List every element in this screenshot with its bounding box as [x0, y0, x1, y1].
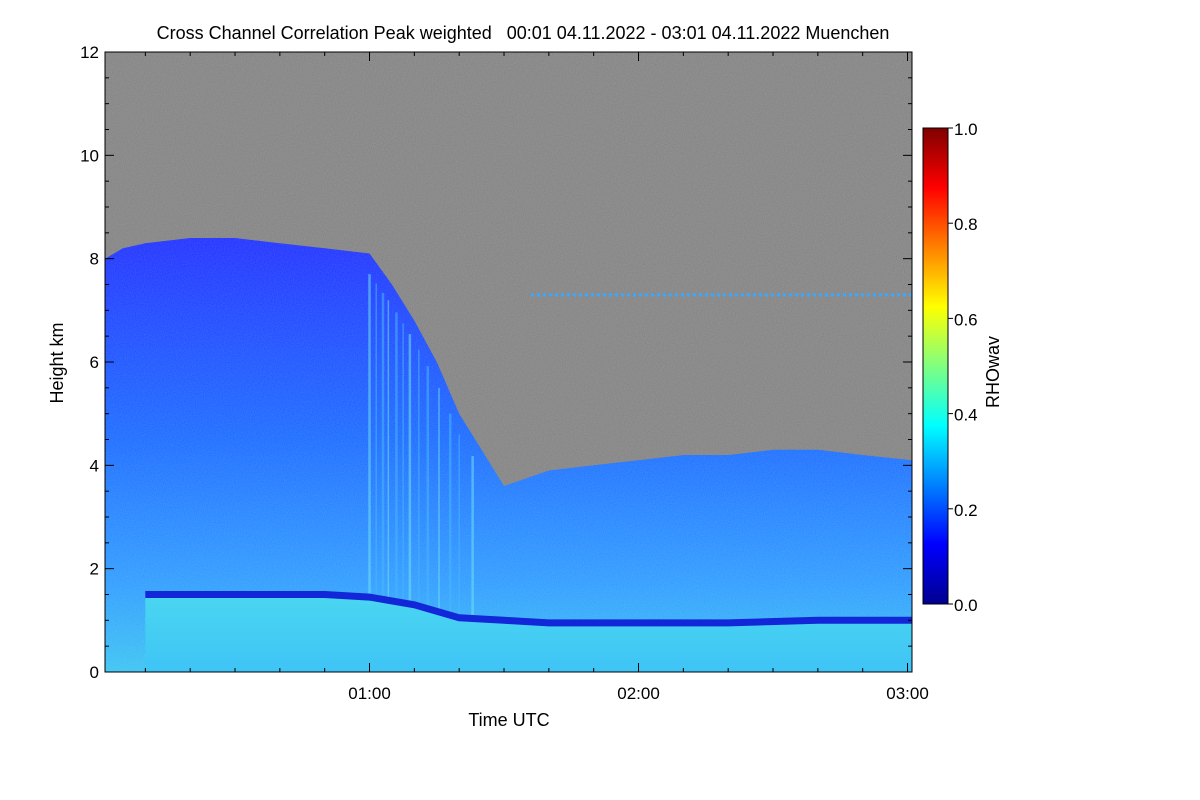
x-tick-label: 01:00 [348, 684, 391, 703]
boundary-layer-top [145, 591, 912, 627]
plot-area [105, 52, 912, 672]
colorbar-tick-label: 0.0 [954, 596, 978, 615]
y-tick-label: 8 [90, 250, 99, 269]
colorbar-tick-label: 1.0 [954, 120, 978, 139]
colorbar-gradient [922, 127, 949, 605]
y-tick-label: 12 [80, 43, 99, 62]
y-tick-label: 10 [80, 146, 99, 165]
colorbar-ticks: 0.0 0.2 0.4 0.6 0.8 1.0 [948, 120, 978, 615]
x-tick-label: 02:00 [617, 684, 660, 703]
x-axis: 01:00 02:00 03:00 [144, 52, 929, 703]
signal-texture [105, 52, 912, 672]
colorbar-tick-label: 0.8 [954, 215, 978, 234]
y-tick-label: 4 [90, 456, 99, 475]
chart-title: Cross Channel Correlation Peak weighted … [157, 23, 890, 43]
x-tick-label: 03:00 [886, 684, 929, 703]
y-tick-label: 6 [90, 353, 99, 372]
colorbar: 0.0 0.2 0.4 0.6 0.8 1.0 RHOwav [922, 120, 1003, 615]
colorbar-tick-label: 0.6 [954, 310, 978, 329]
boundary-layer-region [145, 594, 912, 672]
colorbar-tick-label: 0.4 [954, 406, 978, 425]
y-axis-label: Height km [47, 322, 67, 403]
colorbar-tick-label: 0.2 [954, 501, 978, 520]
colorbar-label: RHOwav [983, 336, 1003, 408]
x-axis-label: Time UTC [468, 710, 549, 730]
y-tick-label: 0 [90, 663, 99, 682]
y-axis: 0 2 4 6 8 10 12 [80, 43, 912, 682]
y-tick-label: 2 [90, 560, 99, 579]
